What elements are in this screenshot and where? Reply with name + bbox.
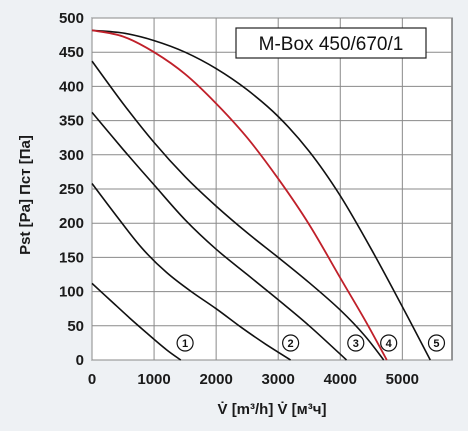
curve-markers: 1 2 3 4 5 bbox=[176, 334, 446, 352]
y-tick-label: 300 bbox=[59, 147, 84, 164]
y-tick-label: 50 bbox=[67, 318, 84, 335]
marker-label-4: 4 bbox=[386, 338, 393, 350]
marker-label-2: 2 bbox=[288, 338, 294, 350]
y-tick-label: 0 bbox=[76, 352, 84, 369]
y-tick-labels: 0 50 100 150 200 250 300 350 400 450 500 bbox=[59, 10, 84, 369]
marker-label-5: 5 bbox=[433, 338, 439, 350]
x-tick-label: 4000 bbox=[324, 371, 357, 388]
curve-4-highlight bbox=[91, 29, 388, 361]
curve-1 bbox=[91, 282, 182, 361]
y-tick-label: 100 bbox=[59, 284, 84, 301]
y-tick-label: 250 bbox=[59, 181, 84, 198]
curve-4 bbox=[91, 60, 385, 361]
curve-3 bbox=[91, 111, 348, 361]
x-tick-label: 3000 bbox=[262, 371, 295, 388]
y-tick-label: 350 bbox=[59, 113, 84, 130]
chart-title: M-Box 450/670/1 bbox=[259, 34, 404, 55]
curve-5 bbox=[91, 29, 432, 361]
x-tick-label: 1000 bbox=[137, 371, 170, 388]
marker-circle-4 bbox=[380, 334, 398, 352]
x-tick-label: 2000 bbox=[199, 371, 232, 388]
x-tick-label: 0 bbox=[88, 371, 96, 388]
x-tick-labels: 0 1000 2000 3000 4000 5000 bbox=[88, 371, 419, 388]
title-box bbox=[235, 27, 427, 59]
marker-label-1: 1 bbox=[182, 338, 188, 350]
marker-circle-5 bbox=[427, 334, 446, 352]
marker-circle-2 bbox=[282, 334, 300, 352]
marker-label-3: 3 bbox=[353, 338, 359, 350]
x-tick-label: 5000 bbox=[386, 371, 419, 388]
marker-circle-3 bbox=[347, 334, 365, 352]
y-tick-label: 200 bbox=[59, 215, 84, 232]
x-axis-label: V̇ [m³/h] V̇ [м³ч] bbox=[218, 401, 327, 418]
marker-circle-1 bbox=[176, 334, 194, 352]
y-tick-label: 450 bbox=[59, 44, 84, 61]
y-axis-label: Pst [Pa] Пст [Па] bbox=[17, 135, 34, 255]
grid-lines bbox=[91, 17, 452, 361]
y-tick-label: 500 bbox=[59, 10, 84, 27]
y-tick-label: 400 bbox=[59, 78, 84, 95]
curve-2 bbox=[91, 183, 292, 361]
performance-curves bbox=[91, 29, 432, 361]
y-tick-label: 150 bbox=[59, 249, 84, 266]
